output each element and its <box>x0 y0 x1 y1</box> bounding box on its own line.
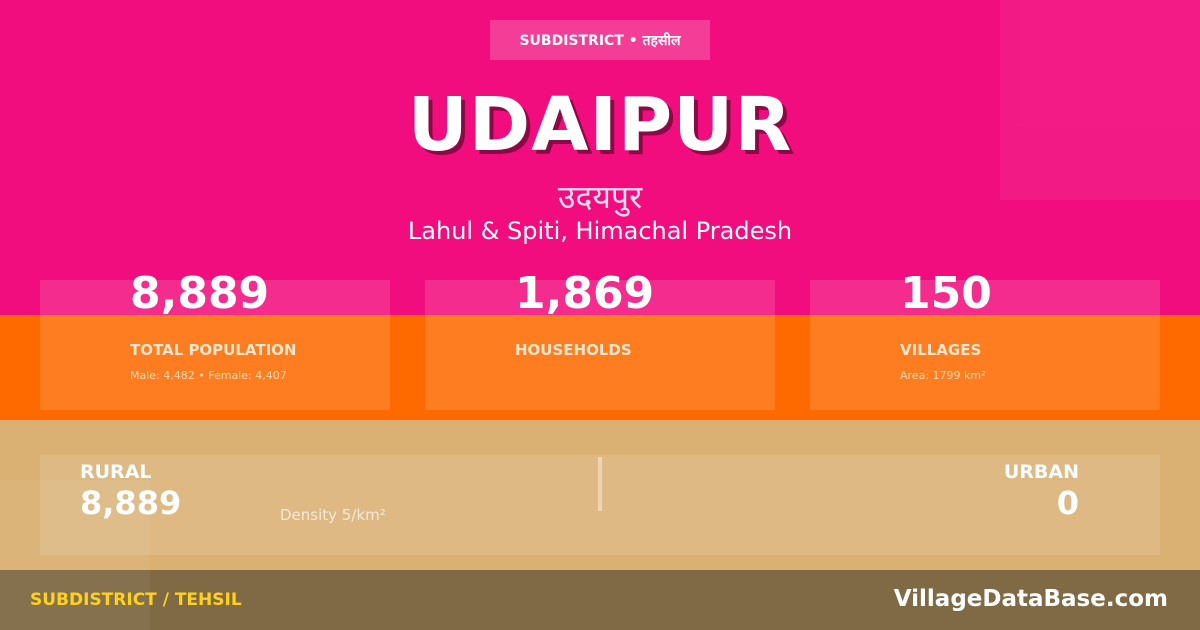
stat-card-households: 1,869 HOUSEHOLDS <box>425 268 775 410</box>
header-band <box>0 0 1200 315</box>
decorative-square <box>1000 0 1200 200</box>
rural-urban-band <box>0 420 1200 570</box>
stat-label: TOTAL POPULATION <box>130 341 297 359</box>
urban-label: URBAN <box>1003 461 1079 483</box>
density: Density 5/km² <box>280 506 386 524</box>
decorative-square <box>0 480 150 630</box>
stat-sub: Male: 4,482 • Female: 4,407 <box>130 369 287 382</box>
stat-value: 150 <box>900 268 992 319</box>
stat-value: 1,869 <box>515 268 655 319</box>
stat-card-villages: 150 VILLAGES Area: 1799 km² <box>810 268 1160 410</box>
stat-label: HOUSEHOLDS <box>515 341 632 359</box>
stats-band <box>0 315 1200 420</box>
divider <box>598 457 602 511</box>
urban-value: 0 <box>1056 484 1079 522</box>
page-title: UDAIPUR <box>407 82 793 168</box>
stat-label: VILLAGES <box>900 341 982 359</box>
location: Lahul & Spiti, Himachal Pradesh <box>407 217 793 245</box>
footer-category: SUBDISTRICT / TEHSIL <box>30 590 242 610</box>
footer-band <box>0 570 1200 630</box>
stat-card-population: 8,889 TOTAL POPULATION Male: 4,482 • Fem… <box>40 268 390 410</box>
rural-urban-panel <box>40 455 1160 555</box>
rural-label: RURAL <box>80 461 152 483</box>
hindi-title: उदयपुर <box>557 178 643 216</box>
site-brand: VillageDataBase.com <box>893 586 1168 612</box>
stat-sub: Area: 1799 km² <box>900 369 986 382</box>
rural-value: 8,889 <box>80 484 182 522</box>
stat-value: 8,889 <box>130 268 270 319</box>
type-badge: SUBDISTRICT • तहसील <box>490 20 710 60</box>
